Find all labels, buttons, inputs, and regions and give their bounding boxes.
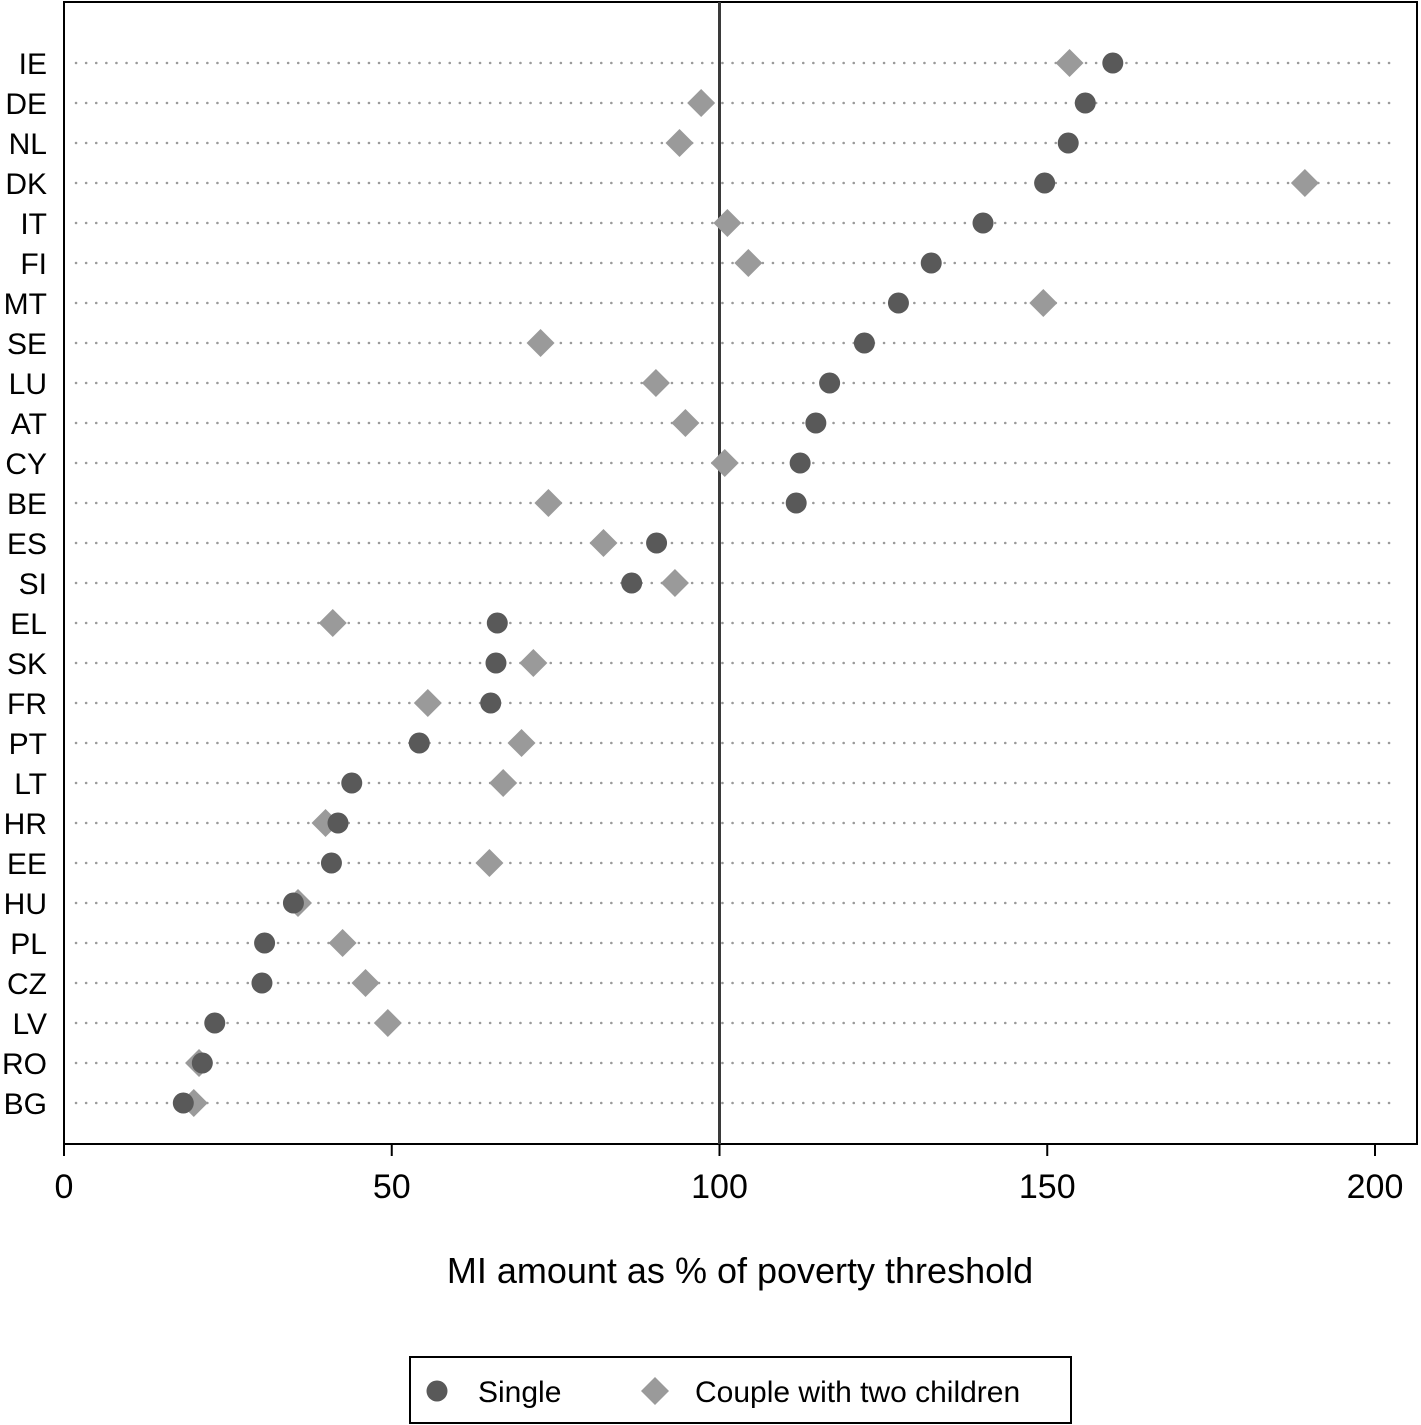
single-point bbox=[204, 1012, 226, 1034]
couple-point bbox=[589, 529, 618, 557]
couple-point bbox=[710, 449, 739, 477]
couple-point bbox=[1029, 289, 1058, 317]
couple-point bbox=[519, 649, 548, 677]
couple-point bbox=[1290, 169, 1319, 197]
y-tick-label: BG bbox=[4, 1088, 47, 1121]
x-tick-label: 200 bbox=[1347, 1168, 1404, 1206]
single-point bbox=[853, 332, 875, 354]
couple-point bbox=[373, 1009, 402, 1037]
single-point bbox=[485, 652, 507, 674]
couple-point bbox=[526, 329, 555, 357]
single-point bbox=[480, 692, 502, 714]
y-tick-label: HR bbox=[4, 808, 47, 841]
y-tick-label: AT bbox=[11, 408, 47, 441]
couple-point bbox=[660, 569, 689, 597]
single-point bbox=[621, 572, 643, 594]
couple-point bbox=[413, 689, 442, 717]
legend: Single Couple with two children bbox=[409, 1356, 1072, 1424]
x-axis-title: MI amount as % of poverty threshold bbox=[447, 1250, 1033, 1291]
single-point bbox=[972, 212, 994, 234]
y-tick-label: DK bbox=[5, 168, 47, 201]
single-point bbox=[920, 252, 942, 274]
x-tick-label: 100 bbox=[691, 1168, 748, 1206]
single-point bbox=[327, 812, 349, 834]
single-point bbox=[1057, 132, 1079, 154]
single-point bbox=[341, 772, 363, 794]
single-point bbox=[887, 292, 909, 314]
single-point bbox=[251, 972, 273, 994]
y-tick-label: SK bbox=[7, 648, 47, 681]
y-tick-label: PL bbox=[10, 928, 47, 961]
single-point bbox=[1074, 92, 1096, 114]
single-point bbox=[785, 492, 807, 514]
y-tick-label: BE bbox=[7, 488, 47, 521]
single-point bbox=[282, 892, 304, 914]
couple-point bbox=[489, 769, 518, 797]
couple-point bbox=[507, 729, 536, 757]
single-point bbox=[408, 732, 430, 754]
x-tick-label: 150 bbox=[1019, 1168, 1076, 1206]
couple-point bbox=[328, 929, 357, 957]
x-axis: 0 50 100 150 200 bbox=[55, 1144, 1404, 1206]
legend-box bbox=[409, 1356, 1072, 1424]
y-tick-label: IT bbox=[20, 208, 47, 241]
couple-point bbox=[318, 609, 347, 637]
legend-couple-label: Couple with two children bbox=[695, 1376, 1020, 1409]
single-point bbox=[172, 1092, 194, 1114]
couple-point bbox=[351, 969, 380, 997]
y-tick-label: ES bbox=[7, 528, 47, 561]
single-point bbox=[486, 612, 508, 634]
couple-point bbox=[671, 409, 700, 437]
y-tick-label: LU bbox=[9, 368, 47, 401]
y-tick-label: IE bbox=[19, 48, 47, 81]
y-tick-label: DE bbox=[5, 88, 47, 121]
single-point bbox=[805, 412, 827, 434]
y-tick-label: HU bbox=[4, 888, 47, 921]
plot-area bbox=[63, 1, 1418, 1145]
single-point bbox=[191, 1052, 213, 1074]
single-point bbox=[1102, 52, 1124, 74]
couple-point bbox=[534, 489, 563, 517]
single-point bbox=[819, 372, 841, 394]
y-tick-label: LT bbox=[14, 768, 47, 801]
y-tick-label: EL bbox=[10, 608, 47, 641]
y-tick-label: RO bbox=[2, 1048, 47, 1081]
x-tick-label: 50 bbox=[373, 1168, 411, 1206]
couple-point bbox=[713, 209, 742, 237]
legend-couple-marker bbox=[641, 1377, 669, 1405]
y-tick-label: NL bbox=[9, 128, 47, 161]
couple-point bbox=[475, 849, 504, 877]
data-marks bbox=[172, 49, 1319, 1117]
y-axis-labels: IE DE NL DK IT FI MT SE LU AT CY BE ES SI EL SK FR PT LT HR… bbox=[2, 48, 47, 1121]
couple-point bbox=[734, 249, 763, 277]
y-tick-label: SI bbox=[19, 568, 47, 601]
y-tick-label: PT bbox=[9, 728, 47, 761]
y-tick-label: FR bbox=[7, 688, 47, 721]
couple-point bbox=[665, 129, 694, 157]
single-point bbox=[254, 932, 276, 954]
couple-point bbox=[1055, 49, 1084, 77]
y-tick-label: MT bbox=[4, 288, 47, 321]
y-tick-label: FI bbox=[20, 248, 47, 281]
y-tick-label: CZ bbox=[7, 968, 47, 1001]
y-tick-label: CY bbox=[5, 448, 47, 481]
y-tick-label: LV bbox=[13, 1008, 47, 1041]
single-point bbox=[320, 852, 342, 874]
legend-single-marker bbox=[426, 1380, 448, 1402]
single-point bbox=[1034, 172, 1056, 194]
y-tick-label: EE bbox=[7, 848, 47, 881]
single-point bbox=[646, 532, 668, 554]
legend-single-label: Single bbox=[478, 1376, 561, 1409]
y-tick-label: SE bbox=[7, 328, 47, 361]
x-tick-label: 0 bbox=[55, 1168, 74, 1206]
single-point bbox=[789, 452, 811, 474]
couple-point bbox=[641, 369, 670, 397]
couple-point bbox=[687, 89, 716, 117]
